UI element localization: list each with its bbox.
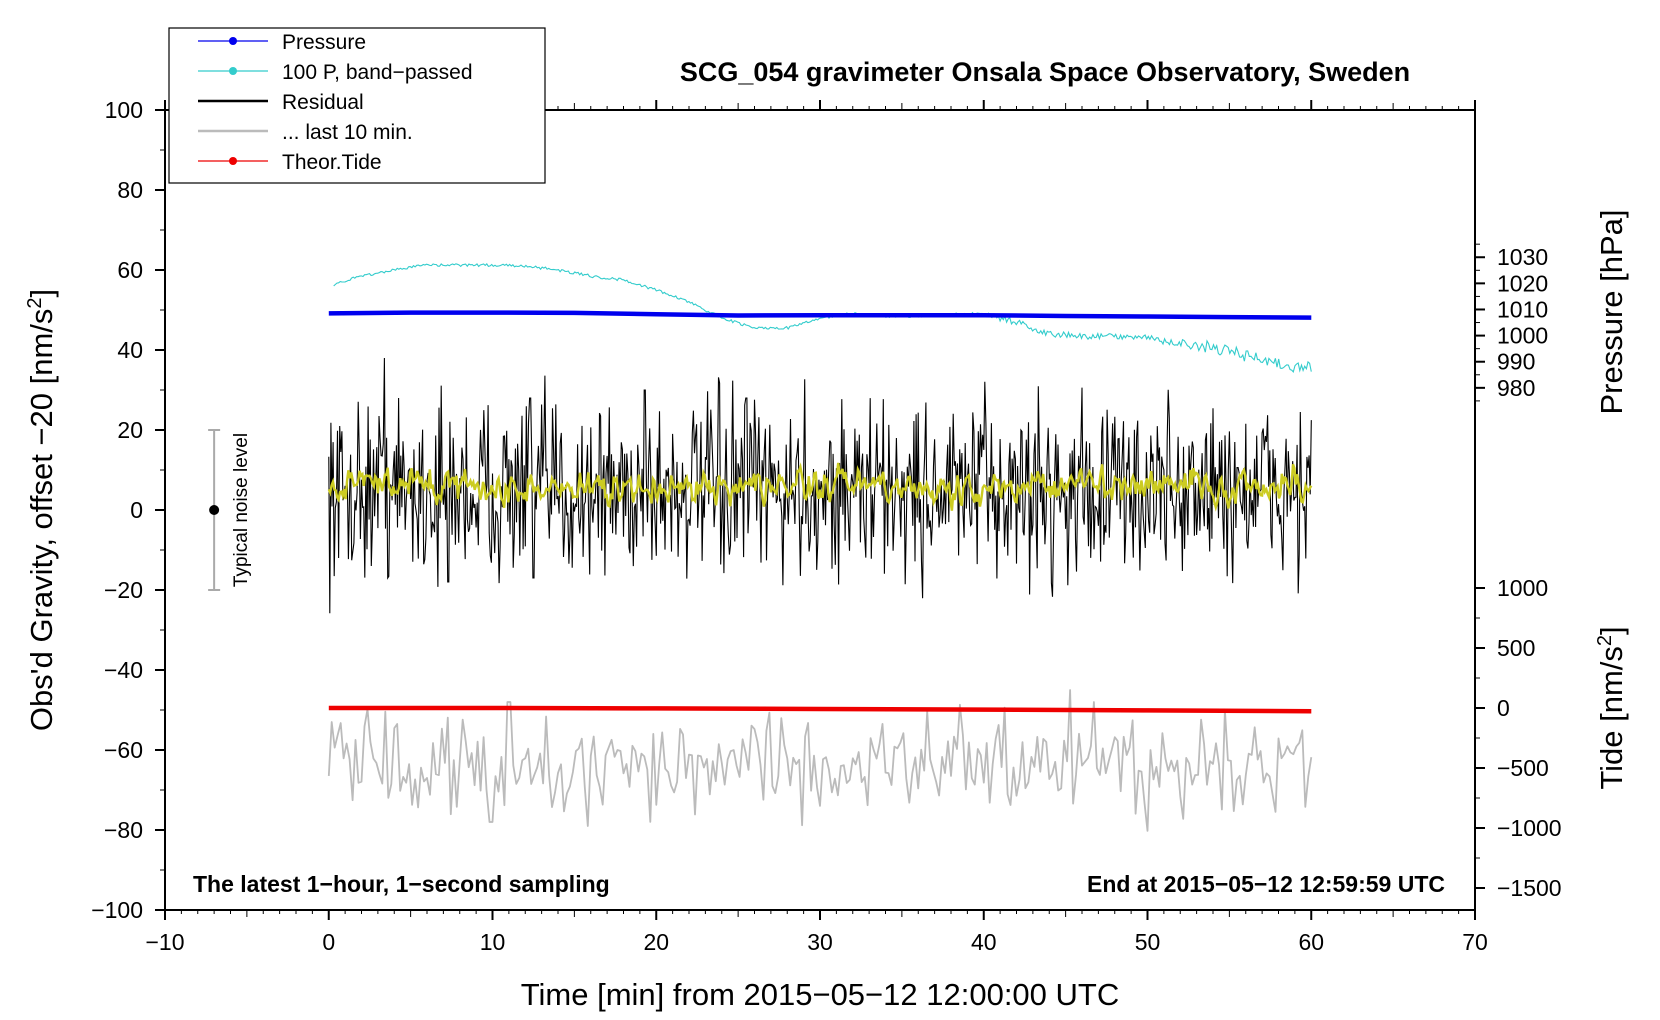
legend-swatch-marker [229,67,237,75]
y-axis-label-pressure: Pressure [hPa] [1594,209,1629,414]
pressure-tick-label: 1010 [1497,296,1548,322]
noise-level-indicator: Typical noise level [208,429,252,591]
y-tick-label: 0 [130,497,143,523]
legend-label: Pressure [282,31,366,54]
y-tick-label: 20 [117,417,143,443]
series-residual-smoothed [327,462,1313,512]
tide-tick-label: 0 [1497,695,1510,721]
x-tick-label: 60 [1298,929,1324,955]
legend-swatch-marker [229,157,237,165]
y-axis-label-left-text: Obs'd Gravity, offset −20 [nm/s [24,309,59,732]
y-axis-label-left-tail: ] [24,289,59,298]
tide-tick-label: −1000 [1497,815,1562,841]
y-tick-label: 40 [117,337,143,363]
pressure-tick-label: 990 [1497,349,1535,375]
y-axis-label-tide-tail: ] [1594,626,1629,635]
x-tick-label: 50 [1135,929,1161,955]
series-pressure [328,310,1312,320]
x-axis-label: Time [min] from 2015−05−12 12:00:00 UTC [521,977,1120,1012]
pressure-tick-label: 980 [1497,375,1535,401]
y-tick-label: −60 [104,737,143,763]
x-tick-label: −10 [145,929,184,955]
y-tick-label: −80 [104,817,143,843]
series-theoretical-tide [328,705,1312,714]
legend-label: ... last 10 min. [282,121,413,144]
series-bandpassed-pressure [333,263,1312,374]
noise-label: Typical noise level [231,433,252,587]
y-tick-label: −40 [104,657,143,683]
x-tick-label: 0 [322,929,335,955]
note-left: The latest 1−hour, 1−second sampling [193,871,610,897]
pressure-tick-label: 1020 [1497,270,1548,296]
y-tick-label: −100 [91,897,143,923]
noise-center-dot [209,505,220,515]
chart-title: SCG_054 gravimeter Onsala Space Observat… [680,57,1410,87]
x-tick-label: 40 [971,929,997,955]
legend-label: Residual [282,91,364,114]
y-axis-label-tide-sup: 2 [1594,635,1616,646]
pressure-tick-label: 1030 [1497,244,1548,270]
x-tick-label: 10 [480,929,506,955]
tide-tick-label: −1500 [1497,875,1562,901]
y-tick-label: 60 [117,257,143,283]
legend-swatch-marker [229,37,237,45]
legend: Pressure 100 P, band−passed Residual ... la… [168,27,546,184]
legend-box [168,27,546,184]
note-right: End at 2015−05−12 12:59:59 UTC [1087,871,1445,897]
tide-tick-label: 500 [1497,635,1535,661]
y-axis-label-tide-text: Tide [nm/s [1594,646,1629,790]
y-axis-label-left-sup: 2 [24,297,46,308]
pressure-tick-label: 1000 [1497,323,1548,349]
y-tick-label: −20 [104,577,143,603]
tide-tick-label: −500 [1497,755,1549,781]
tick-layer: −10 0 10 20 30 40 50 60 70100806040200−20−40−60−… [91,97,1561,955]
x-tick-label: 20 [643,929,669,955]
y-tick-label: 100 [105,97,143,123]
x-tick-label: 70 [1462,929,1488,955]
tide-tick-label: 1000 [1497,575,1548,601]
series-last-10-min [327,689,1313,832]
legend-label: Theor.Tide [282,151,382,174]
y-axis-label-left: Obs'd Gravity, offset −20 [nm/s2] [24,289,59,731]
y-axis-label-tide: Tide [nm/s2] [1594,626,1629,789]
y-tick-label: 80 [117,177,143,203]
legend-label: 100 P, band−passed [282,61,473,84]
series-layer [327,263,1313,832]
x-tick-label: 30 [807,929,833,955]
